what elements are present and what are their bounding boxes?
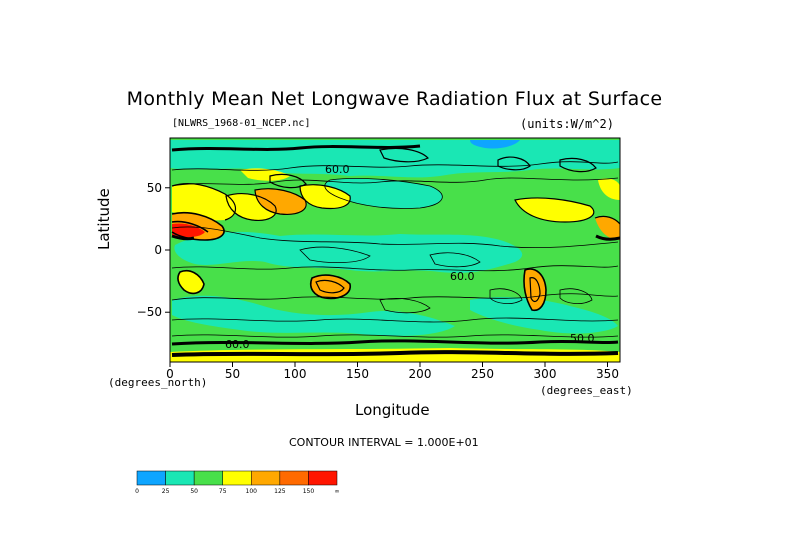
contour-line [171,339,619,346]
x-tick-label: 50 [225,367,240,381]
field-region-orange-west-edge [595,216,620,240]
contour-line [559,157,597,173]
field-region-cyan-north-pacific [324,178,443,209]
contour-line [171,234,195,241]
file-label: [NLWRS_1968-01_NCEP.nc] [172,118,311,129]
y-axis-unit: (degrees_north) [108,376,208,389]
colorbar-tick-label: 75 [219,488,227,495]
units-label: (units:W/m^2) [520,117,614,131]
x-axis-label: Longitude [355,401,430,419]
contour-line [299,184,351,210]
field-region-yellow-southern-africa [177,270,204,294]
contour-line [324,177,443,209]
contour-line [299,246,371,264]
contour-label: 60.0 [450,270,475,283]
colorbar-swatch [308,470,338,486]
y-tick-label: −50 [137,305,162,319]
field-region-cyan-south-indian [172,295,455,336]
contour-label: 60.0 [325,163,350,176]
contour-lines [171,144,620,357]
contour-labels: 60.0 60.0 60.0 50.0 [225,163,595,351]
x-tick-label: 350 [596,367,619,381]
field-region-cyan-south-pacific [470,297,618,334]
colorbar-swatch [165,470,195,486]
y-tick-label: 50 [147,181,162,195]
colorbar-tick-label: 125 [274,488,286,495]
contour-line [523,268,547,312]
contour-line [171,334,619,338]
x-tick-label: 300 [534,367,557,381]
contour-line [171,177,619,187]
colorbar: 0 25 50 75 100 125 150 ∞ [135,470,340,495]
x-tick-label: 0 [166,367,174,381]
contour-line [489,288,523,304]
contour-line [177,269,205,295]
x-tick-label: 100 [284,367,307,381]
field-region-yellow-north-band [240,168,290,181]
contour-line [594,215,620,225]
colorbar-swatch [193,470,223,486]
contour-line [171,265,619,272]
y-tick-label: 0 [154,243,162,257]
field-region-yellow-east-edge [598,178,620,200]
contour-line [171,220,209,233]
x-tick-label: 150 [346,367,369,381]
colorbar-swatch [136,470,166,486]
chart-title: Monthly Mean Net Longwave Radiation Flux… [126,88,663,110]
contour-line [429,252,481,268]
colorbar-swatch [279,470,309,486]
colorbar-swatch [251,470,281,486]
x-tick-label: 200 [409,367,432,381]
contour-line [171,144,421,152]
contour-line [514,197,595,223]
colorbar-tick-label: 150 [303,488,315,495]
contour-line [595,234,620,241]
field-region-blue-arctic [470,140,520,149]
contour-line [254,188,307,215]
contour-line [171,226,619,249]
contour-line [171,317,619,323]
field-region-cyan-tropics [174,231,523,273]
colorbar-tick-label: ∞ [335,488,340,495]
field-region-yellow-america-spot [545,205,565,220]
contour-line [171,182,237,221]
colorbar-tick-label: 100 [246,488,258,495]
contour-line [269,173,307,189]
contour-line [379,298,431,314]
contour-line [171,161,619,171]
contour-line [315,279,345,294]
contour-line [225,193,277,221]
x-tick-label: 250 [471,367,494,381]
contour-line [529,277,541,303]
field-region-yellow-asia [300,184,351,209]
colorbar-tick-label: 0 [135,488,139,495]
contour-line [171,350,619,357]
contour-label: 50.0 [570,332,595,345]
contour-interval-label: CONTOUR INTERVAL = 1.000E+01 [289,436,479,449]
contour-line [171,293,619,301]
contour-line [497,156,531,171]
y-axis-ticks: 50 0 −50 [137,181,170,319]
contour-line [559,288,593,304]
colorbar-tick-label: 50 [190,488,198,495]
contour-line [309,274,351,300]
contour-label: 60.0 [225,338,250,351]
x-axis-unit: (degrees_east) [540,384,633,397]
x-axis-ticks: 0 50 100 150 200 250 300 350 [166,362,619,381]
colorbar-tick-label: 25 [162,488,170,495]
field-region-orange-asia [255,188,307,215]
field-region-yellow-africa [172,183,236,221]
colorbar-swatch [222,470,252,486]
